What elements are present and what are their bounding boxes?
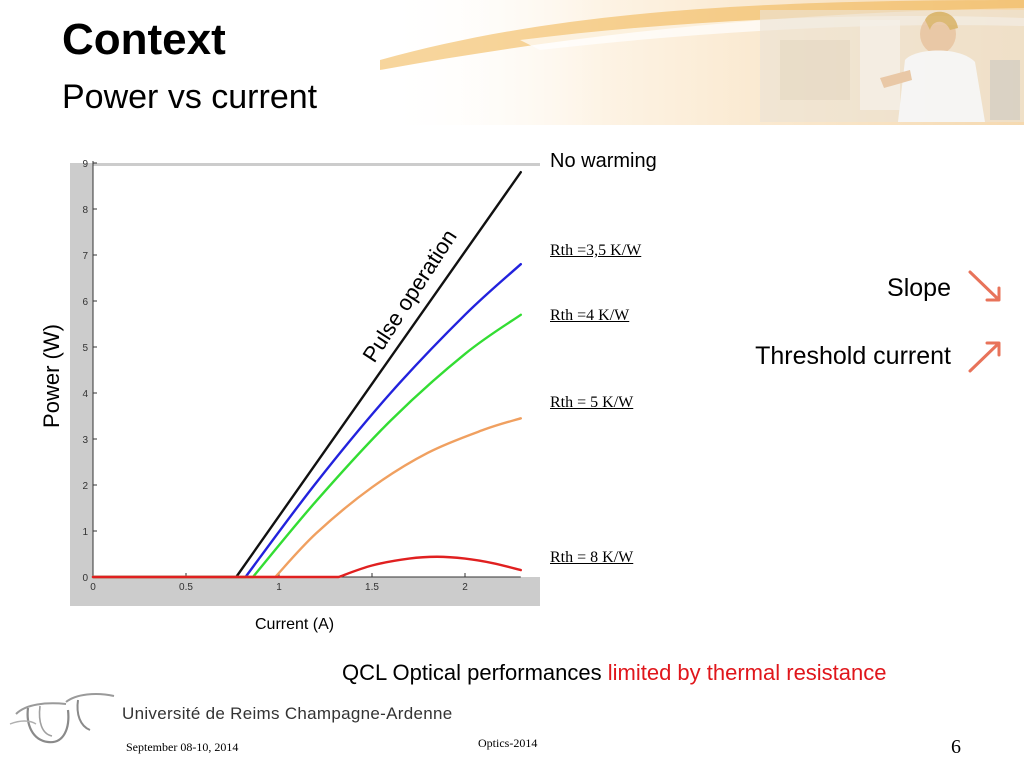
x-tick-label: 1 (276, 582, 282, 593)
x-tick-label: 0 (90, 582, 96, 593)
x-tick-label: 1.5 (365, 582, 379, 593)
series-line-rth-3-5-k-w (91, 263, 522, 579)
x-tick-label: 0.5 (179, 582, 193, 593)
series-line-rth-8-k-w (91, 555, 522, 579)
series-line-rth-5-k-w (91, 417, 522, 579)
y-tick-label: 3 (82, 435, 88, 446)
legend-label-rth-5: Rth = 5 K/W (550, 394, 634, 411)
arrow-up-right-icon (968, 341, 1001, 373)
footer-conference: Optics-2014 (478, 736, 538, 750)
y-tick-label: 0 (82, 573, 88, 584)
lab-photo (760, 10, 1024, 122)
page-number: 6 (951, 736, 961, 758)
y-axis-title: Power (W) (39, 324, 64, 428)
conclusion-main: QCL Optical performances (342, 660, 608, 685)
threshold-current-label: Threshold current (755, 342, 951, 370)
y-tick-label: 2 (82, 481, 88, 492)
legend-label-rth-3-5: Rth =3,5 K/W (550, 242, 642, 259)
conclusion-highlight: limited by thermal resistance (607, 660, 887, 685)
chart-plot-area (93, 166, 540, 577)
y-tick-label: 5 (82, 343, 88, 354)
series-line-no-warming (91, 171, 522, 579)
annotation-no-warming: No warming (550, 150, 657, 172)
y-tick-label: 9 (82, 159, 88, 170)
slide-title: Context (62, 15, 226, 64)
x-axis-title: Current (A) (255, 616, 335, 633)
legend-label-rth-4: Rth =4 K/W (550, 307, 630, 324)
y-tick-label: 6 (82, 297, 88, 308)
university-name: Université de Reims Champagne-Ardenne (122, 704, 453, 723)
header-banner (380, 0, 1024, 125)
chart-series (91, 171, 522, 579)
y-tick-label: 7 (82, 251, 88, 262)
arrow-down-right-icon (968, 270, 1001, 302)
conclusion-text: QCL Optical performances limited by ther… (342, 660, 887, 686)
legend-label-rth-8: Rth = 8 K/W (550, 549, 634, 566)
footer-date: September 08-10, 2014 (126, 740, 239, 754)
slide-subtitle: Power vs current (62, 78, 318, 116)
series-line-rth-4-k-w (91, 313, 522, 579)
x-tick-label: 2 (462, 582, 468, 593)
y-tick-label: 4 (82, 389, 88, 400)
slope-label: Slope (887, 274, 951, 302)
y-tick-label: 8 (82, 205, 88, 216)
y-tick-label: 1 (82, 527, 88, 538)
university-logo-icon (9, 693, 115, 744)
